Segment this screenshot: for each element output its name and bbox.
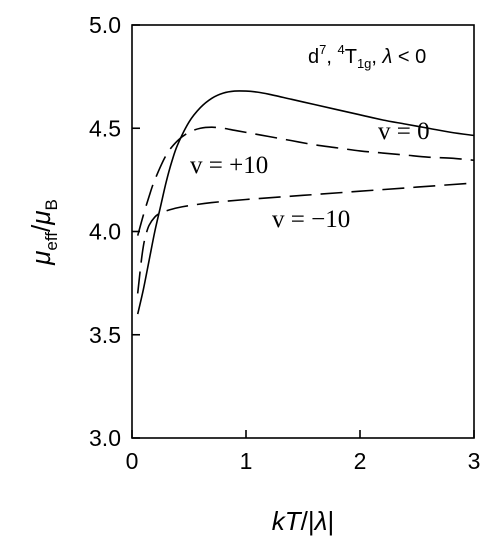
x-tick-label: 2: [354, 448, 367, 474]
x-axis-label: kT/|λ|: [272, 506, 334, 536]
y-tick-label: 5.0: [89, 12, 121, 38]
curve-v-plus-10: [136, 126, 475, 236]
series-label-v-minus10: v = −10: [272, 206, 350, 233]
y-tick-label: 4.5: [89, 115, 121, 141]
series-label-v-plus10: v = +10: [190, 152, 268, 179]
y-tick-label: 3.0: [89, 425, 121, 451]
x-tick-label: 1: [240, 448, 253, 474]
curve-v-minus-10: [136, 182, 475, 294]
x-tick-label: 0: [126, 448, 139, 474]
x-tick-label: 3: [468, 448, 481, 474]
curves: [136, 90, 475, 315]
y-tick-label: 3.5: [89, 322, 121, 348]
y-axis-label: μeff/μB: [26, 199, 61, 266]
y-tick-label: 4.0: [89, 219, 121, 245]
series-label-v0: v = 0: [378, 118, 430, 145]
chart-condition-text: d7, 4T1g, λ < 0: [308, 42, 426, 71]
ticks: 0 1 2 3 3.0 3.5 4.0 4.5 5.0: [89, 12, 480, 474]
curve-v-0: [136, 90, 475, 315]
